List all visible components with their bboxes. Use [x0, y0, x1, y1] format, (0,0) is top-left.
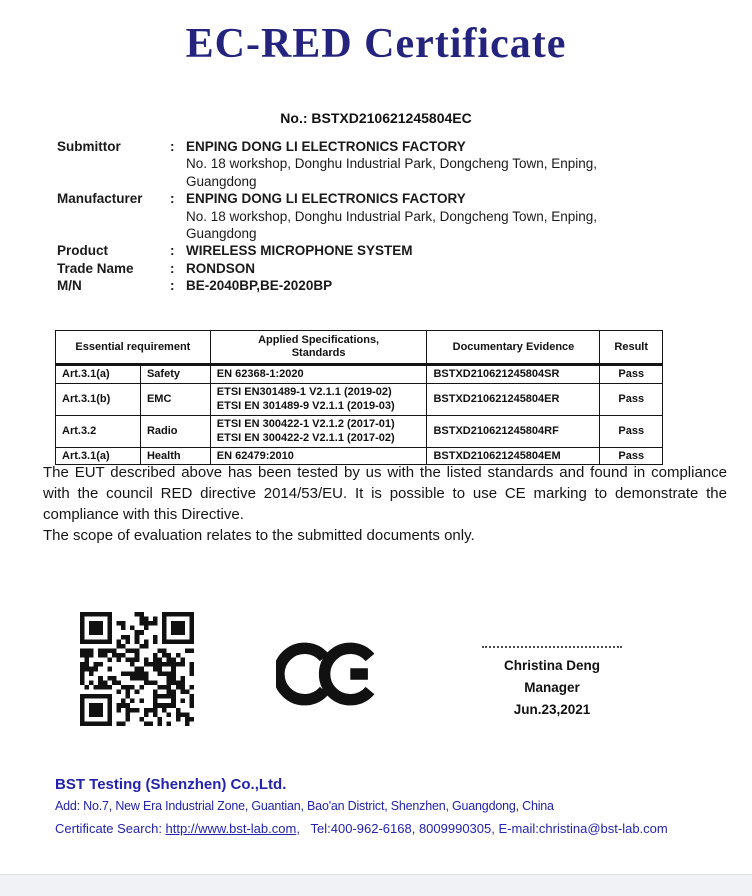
- cell-specs: ETSI EN301489-1 V2.1.1 (2019-02) ETSI EN…: [209, 382, 428, 416]
- table-row: Art.3.2 Radio ETSI EN 300422-1 V2.1.2 (2…: [55, 414, 663, 448]
- certificate-search-label: Certificate Search:: [55, 821, 166, 836]
- ce-mark-icon: [273, 639, 376, 711]
- cell-article: Art.3.1(a): [55, 446, 141, 465]
- qr-code-icon: [80, 612, 194, 726]
- field-colon: :: [170, 260, 175, 276]
- qr-code-canvas: [80, 612, 194, 726]
- field-submittor: Submittor : ENPING DONG LI ELECTRONICS F…: [57, 138, 724, 190]
- cell-specs: ETSI EN 300422-1 V2.1.2 (2017-01) ETSI E…: [209, 414, 428, 448]
- certificate-fields: Submittor : ENPING DONG LI ELECTRONICS F…: [57, 138, 724, 295]
- signature-block: Christina Deng Manager Jun.23,2021: [480, 646, 624, 721]
- statement-paragraph: The EUT described above has been tested …: [43, 464, 727, 523]
- cell-evidence: BSTXD210621245804SR: [426, 364, 601, 384]
- field-value: ENPING DONG LI ELECTRONICS FACTORY: [186, 191, 466, 207]
- lab-company-name: BST Testing (Shenzhen) Co.,Ltd.: [55, 776, 287, 793]
- field-colon: :: [170, 278, 175, 294]
- lab-contact-info: , Tel:400-962-6168, 8009990305, E-mail:c…: [296, 821, 668, 836]
- certificate-number: No.: BSTXD210621245804EC: [280, 110, 472, 126]
- signer-name: Christina Deng: [503, 658, 600, 673]
- lab-footer: BST Testing (Shenzhen) Co.,Ltd. Add: No.…: [55, 776, 724, 836]
- field-product: Product : WIRELESS MICROPHONE SYSTEM: [57, 242, 724, 259]
- table-row: Art.3.1(a) Safety EN 62368-1:2020 BSTXD2…: [55, 364, 663, 384]
- signer-role: Manager: [524, 680, 580, 695]
- certificate-search-link[interactable]: http://www.bst-lab.com: [165, 821, 297, 836]
- compliance-statement: The EUT described above has been tested …: [43, 462, 727, 546]
- field-address: No. 18 workshop, Donghu Industrial Park,…: [186, 208, 597, 242]
- field-label: Manufacturer: [57, 191, 143, 207]
- cell-category: EMC: [139, 382, 211, 416]
- field-value: ENPING DONG LI ELECTRONICS FACTORY: [186, 139, 466, 154]
- certificate-title: EC-RED Certificate: [185, 21, 567, 67]
- cell-specs: EN 62479:2010: [209, 446, 428, 465]
- field-label: M/N: [57, 278, 82, 294]
- cell-category: Radio: [139, 414, 211, 448]
- field-label: Trade Name: [57, 260, 134, 276]
- page-end-strip: [0, 874, 752, 896]
- cell-result: Pass: [599, 414, 663, 448]
- lab-address: Add: No.7, New Era Industrial Zone, Guan…: [55, 799, 554, 813]
- signature-dotted-line: [482, 646, 622, 648]
- cell-category: Safety: [139, 364, 211, 384]
- field-manufacturer: Manufacturer : ENPING DONG LI ELECTRONIC…: [57, 190, 724, 242]
- field-address: No. 18 workshop, Donghu Industrial Park,…: [186, 156, 597, 189]
- table-row: Art.3.1(b) EMC ETSI EN301489-1 V2.1.1 (2…: [55, 382, 663, 416]
- header-applied-specifications: Applied Specifications, Standards: [209, 330, 428, 366]
- field-value: WIRELESS MICROPHONE SYSTEM: [186, 243, 413, 259]
- scope-paragraph: The scope of evaluation relates to the s…: [43, 527, 475, 544]
- cell-article: Art.3.1(a): [55, 364, 141, 384]
- field-value: RONDSON: [186, 260, 256, 276]
- cell-specs: EN 62368-1:2020: [209, 364, 428, 384]
- cell-result: Pass: [599, 364, 663, 384]
- header-documentary-evidence: Documentary Evidence: [426, 330, 601, 366]
- field-colon: :: [170, 191, 175, 207]
- cell-evidence: BSTXD210621245804RF: [426, 414, 601, 448]
- cell-evidence: BSTXD210621245804ER: [426, 382, 601, 416]
- field-model-number: M/N : BE-2040BP,BE-2020BP: [57, 277, 724, 294]
- field-label: Product: [57, 243, 109, 259]
- header-essential-requirement: Essential requirement: [55, 330, 211, 366]
- field-trade-name: Trade Name : RONDSON: [57, 260, 724, 277]
- field-colon: :: [170, 243, 175, 259]
- cell-result: Pass: [599, 446, 663, 465]
- cell-article: Art.3.1(b): [55, 382, 141, 416]
- field-colon: :: [170, 139, 175, 154]
- signature-date: Jun.23,2021: [513, 702, 591, 717]
- field-label: Submittor: [57, 139, 121, 154]
- requirements-table: Essential requirement Applied Specificat…: [55, 330, 663, 465]
- table-row: Art.3.1(a) Health EN 62479:2010 BSTXD210…: [55, 446, 663, 465]
- cell-evidence: BSTXD210621245804EM: [426, 446, 601, 465]
- cell-article: Art.3.2: [55, 414, 141, 448]
- header-result: Result: [599, 330, 663, 366]
- field-value: BE-2040BP,BE-2020BP: [186, 278, 333, 294]
- certificate-search-line: Certificate Search: http://www.bst-lab.c…: [55, 821, 724, 836]
- cell-result: Pass: [599, 382, 663, 416]
- table-header-row: Essential requirement Applied Specificat…: [55, 330, 663, 366]
